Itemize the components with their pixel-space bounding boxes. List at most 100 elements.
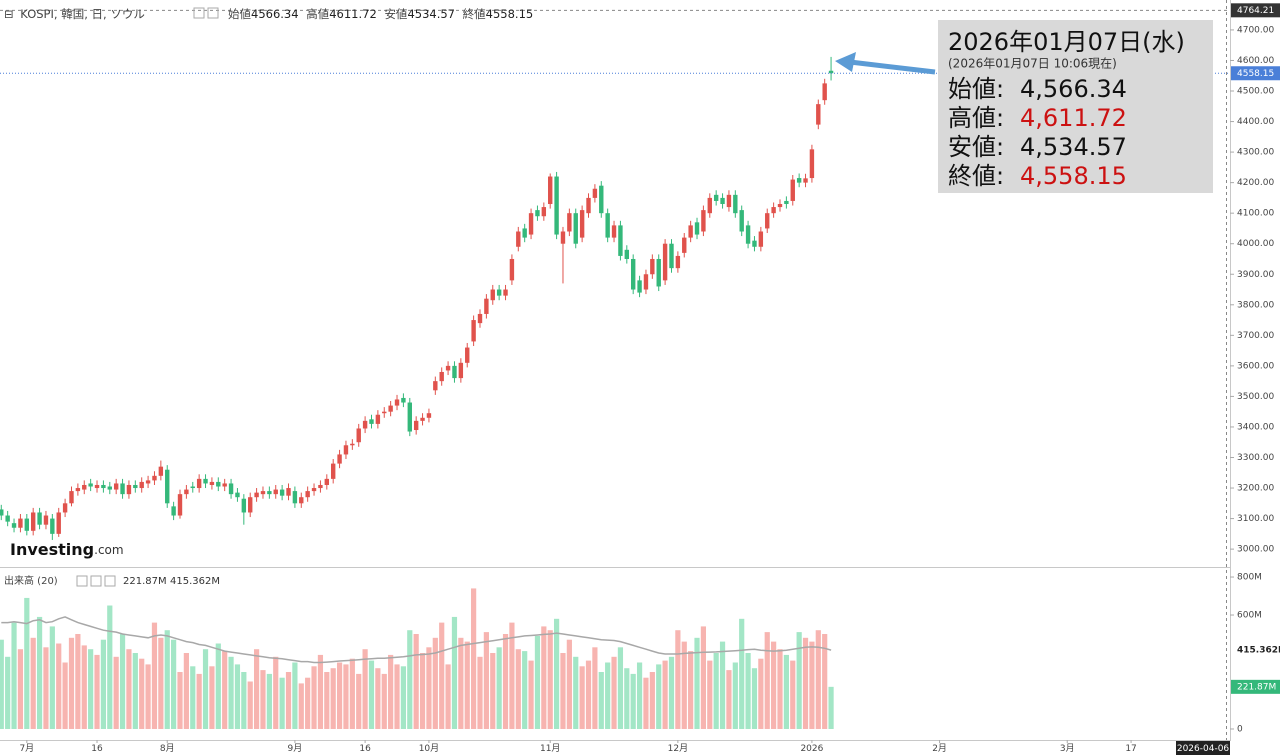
- y-tick-label: 800M: [1237, 573, 1262, 583]
- y-tick-label: 3200.00: [1237, 484, 1274, 494]
- y-tick-label: 3100.00: [1237, 514, 1274, 524]
- candle-body: [682, 237, 687, 253]
- volume-hide-icon[interactable]: [90, 575, 102, 587]
- candle-body: [343, 445, 349, 455]
- volume-bar: [439, 622, 445, 729]
- x-tick-label: 12月: [668, 743, 688, 754]
- volume-bar: [171, 639, 177, 729]
- ohlc-header: 始値4566.34 高値4611.72 安値4534.57 終値4558.15: [228, 7, 533, 21]
- candle-body: [560, 231, 566, 244]
- tooltip-row-label: 高値:: [948, 104, 1004, 132]
- volume-bar: [426, 647, 432, 729]
- candle-body: [554, 176, 559, 235]
- volume-bar: [81, 645, 87, 729]
- volume-bar: [368, 660, 375, 729]
- candle-body: [496, 289, 502, 296]
- candle-body: [228, 483, 234, 495]
- volume-bar: [375, 668, 381, 729]
- candle-body: [516, 231, 521, 247]
- candle-body: [694, 222, 700, 235]
- volume-bar: [528, 660, 534, 729]
- candle-body: [11, 523, 17, 528]
- volume-bar: [132, 653, 138, 729]
- candle-body: [37, 512, 42, 525]
- candle-body: [388, 405, 393, 412]
- volume-bar: [305, 677, 311, 729]
- volume-bar: [675, 630, 681, 729]
- x-tick-label: 7月: [19, 743, 34, 754]
- tooltip-arrow-head: [835, 52, 856, 72]
- last-price-label: 4558.15: [1237, 69, 1274, 79]
- x-tick-label: 10月: [419, 743, 439, 754]
- settings-icon[interactable]: [193, 7, 205, 19]
- candle-body: [586, 197, 591, 214]
- volume-bar: [668, 656, 675, 729]
- volume-bar: [266, 673, 272, 729]
- candle-body: [209, 481, 215, 485]
- y-tick-label: 3800.00: [1237, 300, 1274, 310]
- high-value: 4611.72: [329, 7, 377, 21]
- volume-last-value: 221.87M: [123, 576, 167, 587]
- candle-body: [286, 488, 291, 496]
- volume-bar: [362, 649, 368, 729]
- volume-bar: [0, 639, 4, 729]
- volume-bar: [107, 605, 113, 729]
- volume-bar: [113, 656, 119, 729]
- volume-bar: [739, 618, 745, 729]
- volume-bar: [11, 622, 17, 729]
- candle-body: [401, 397, 406, 403]
- candle-body: [107, 486, 112, 490]
- y-tick-label: 600M: [1237, 611, 1262, 621]
- y-tick-label: 4100.00: [1237, 209, 1274, 219]
- volume-bar: [30, 637, 36, 729]
- candle-body: [643, 274, 649, 290]
- collapse-icon[interactable]: ⊟: [4, 7, 14, 21]
- low-value: 4534.57: [407, 7, 455, 21]
- symbol-title: KOSPI, 韓国, 日, ソウル: [20, 7, 145, 21]
- volume-bar: [209, 666, 215, 729]
- tooltip-row-value: 4,534.57: [1020, 133, 1127, 161]
- volume-bar: [541, 626, 547, 729]
- candle-body: [624, 249, 630, 259]
- candle-body: [592, 188, 598, 198]
- volume-bar: [247, 681, 253, 729]
- candle-body: [279, 489, 285, 496]
- volume-bar: [5, 656, 11, 729]
- candle-body: [292, 491, 298, 504]
- hide-icon[interactable]: [207, 7, 219, 19]
- volume-bar: [726, 670, 732, 729]
- volume-bar: [745, 653, 751, 729]
- candle-body: [337, 454, 342, 464]
- volume-bar: [534, 635, 541, 729]
- volume-bar: [432, 637, 438, 729]
- candle-body: [599, 185, 604, 214]
- candle-body: [145, 480, 151, 484]
- volume-bar: [771, 641, 777, 729]
- volume-settings-icon[interactable]: [76, 575, 88, 587]
- candle-body: [254, 492, 259, 498]
- volume-bar: [700, 626, 707, 729]
- candle-body: [126, 484, 132, 495]
- volume-bar: [458, 637, 464, 729]
- candle-body: [69, 491, 74, 504]
- candle-body: [439, 371, 444, 382]
- candle-body: [88, 483, 93, 487]
- y-tick-label: 3700.00: [1237, 331, 1274, 341]
- volume-bar: [649, 672, 655, 729]
- volume-bar: [190, 666, 196, 729]
- crosshair-price-box: [1231, 3, 1280, 18]
- volume-bar: [17, 649, 24, 729]
- volume-close-icon[interactable]: [104, 575, 116, 587]
- close-label: 終値: [463, 7, 486, 21]
- volume-bar: [343, 664, 349, 729]
- candle-body: [701, 210, 706, 232]
- volume-bar: [234, 664, 241, 729]
- candle-body: [707, 197, 712, 214]
- candle-body: [541, 207, 547, 217]
- volume-bar: [151, 622, 158, 729]
- volume-bar: [49, 626, 55, 729]
- candle-body: [375, 414, 381, 424]
- volume-bar: [292, 662, 298, 729]
- candle-body: [299, 497, 304, 504]
- volume-bar: [719, 641, 726, 729]
